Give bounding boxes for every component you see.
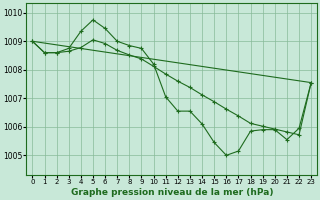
X-axis label: Graphe pression niveau de la mer (hPa): Graphe pression niveau de la mer (hPa) xyxy=(70,188,273,197)
